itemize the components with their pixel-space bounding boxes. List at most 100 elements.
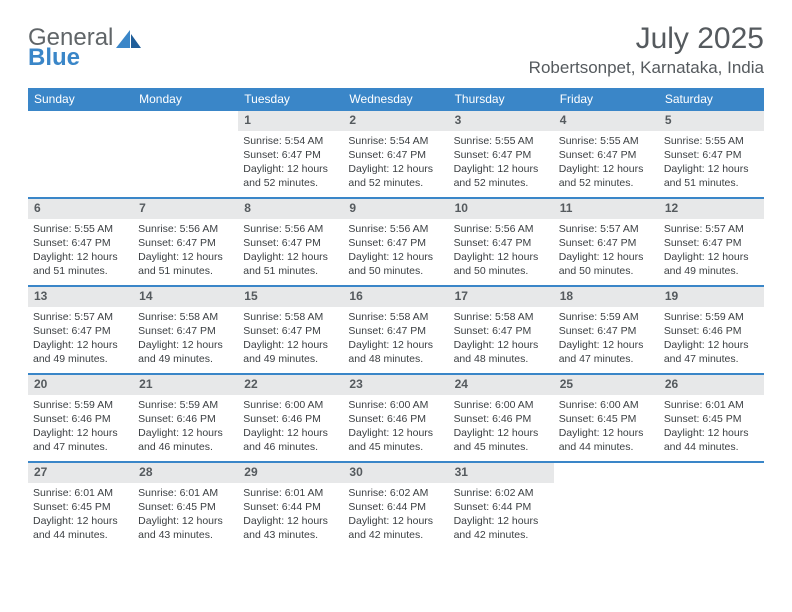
day-cell: 1Sunrise: 5:54 AMSunset: 6:47 PMDaylight… (238, 111, 343, 197)
day-cell: 14Sunrise: 5:58 AMSunset: 6:47 PMDayligh… (133, 287, 238, 373)
day-info: Sunrise: 5:56 AMSunset: 6:47 PMDaylight:… (449, 219, 554, 283)
day-number: 26 (659, 375, 764, 395)
day-info: Sunrise: 6:00 AMSunset: 6:46 PMDaylight:… (343, 395, 448, 459)
sunset-text: Sunset: 6:46 PM (138, 412, 233, 426)
day-cell: 13Sunrise: 5:57 AMSunset: 6:47 PMDayligh… (28, 287, 133, 373)
sunset-text: Sunset: 6:44 PM (454, 500, 549, 514)
sunset-text: Sunset: 6:47 PM (138, 236, 233, 250)
day-info: Sunrise: 6:02 AMSunset: 6:44 PMDaylight:… (449, 483, 554, 547)
location-label: Robertsonpet, Karnataka, India (529, 58, 764, 78)
empty-cell (659, 463, 764, 549)
sunrise-text: Sunrise: 5:59 AM (559, 310, 654, 324)
sunset-text: Sunset: 6:46 PM (33, 412, 128, 426)
day-cell: 11Sunrise: 5:57 AMSunset: 6:47 PMDayligh… (554, 199, 659, 285)
sunrise-text: Sunrise: 5:55 AM (664, 134, 759, 148)
daylight-text: Daylight: 12 hours and 49 minutes. (33, 338, 128, 366)
day-number: 12 (659, 199, 764, 219)
day-info: Sunrise: 5:56 AMSunset: 6:47 PMDaylight:… (238, 219, 343, 283)
sunrise-text: Sunrise: 6:00 AM (559, 398, 654, 412)
day-info: Sunrise: 5:55 AMSunset: 6:47 PMDaylight:… (659, 131, 764, 195)
day-cell: 19Sunrise: 5:59 AMSunset: 6:46 PMDayligh… (659, 287, 764, 373)
week-row: 20Sunrise: 5:59 AMSunset: 6:46 PMDayligh… (28, 375, 764, 463)
sunset-text: Sunset: 6:47 PM (559, 148, 654, 162)
sunset-text: Sunset: 6:47 PM (664, 148, 759, 162)
day-cell: 18Sunrise: 5:59 AMSunset: 6:47 PMDayligh… (554, 287, 659, 373)
dow-monday: Monday (133, 88, 238, 111)
calendar-page: GeneralBlue July 2025 Robertsonpet, Karn… (0, 0, 792, 567)
daylight-text: Daylight: 12 hours and 44 minutes. (559, 426, 654, 454)
day-cell: 6Sunrise: 5:55 AMSunset: 6:47 PMDaylight… (28, 199, 133, 285)
dow-friday: Friday (554, 88, 659, 111)
day-number: 8 (238, 199, 343, 219)
daylight-text: Daylight: 12 hours and 47 minutes. (33, 426, 128, 454)
sunrise-text: Sunrise: 6:02 AM (348, 486, 443, 500)
dow-wednesday: Wednesday (343, 88, 448, 111)
daylight-text: Daylight: 12 hours and 46 minutes. (243, 426, 338, 454)
day-number: 14 (133, 287, 238, 307)
sunrise-text: Sunrise: 5:56 AM (348, 222, 443, 236)
daylight-text: Daylight: 12 hours and 44 minutes. (33, 514, 128, 542)
sunrise-text: Sunrise: 5:56 AM (454, 222, 549, 236)
day-info: Sunrise: 6:00 AMSunset: 6:45 PMDaylight:… (554, 395, 659, 459)
sunset-text: Sunset: 6:47 PM (454, 148, 549, 162)
day-info: Sunrise: 5:58 AMSunset: 6:47 PMDaylight:… (238, 307, 343, 371)
day-number: 6 (28, 199, 133, 219)
daylight-text: Daylight: 12 hours and 43 minutes. (243, 514, 338, 542)
sunset-text: Sunset: 6:47 PM (138, 324, 233, 338)
sunset-text: Sunset: 6:47 PM (454, 324, 549, 338)
daylight-text: Daylight: 12 hours and 52 minutes. (559, 162, 654, 190)
sunset-text: Sunset: 6:47 PM (559, 324, 654, 338)
day-info: Sunrise: 5:57 AMSunset: 6:47 PMDaylight:… (554, 219, 659, 283)
day-cell: 24Sunrise: 6:00 AMSunset: 6:46 PMDayligh… (449, 375, 554, 461)
day-info: Sunrise: 6:01 AMSunset: 6:45 PMDaylight:… (659, 395, 764, 459)
day-number: 5 (659, 111, 764, 131)
daylight-text: Daylight: 12 hours and 49 minutes. (664, 250, 759, 278)
daylight-text: Daylight: 12 hours and 51 minutes. (664, 162, 759, 190)
dow-row: Sunday Monday Tuesday Wednesday Thursday… (28, 88, 764, 111)
sunset-text: Sunset: 6:46 PM (664, 324, 759, 338)
sunrise-text: Sunrise: 5:55 AM (559, 134, 654, 148)
sunset-text: Sunset: 6:45 PM (559, 412, 654, 426)
day-cell: 31Sunrise: 6:02 AMSunset: 6:44 PMDayligh… (449, 463, 554, 549)
day-number: 30 (343, 463, 448, 483)
sunrise-text: Sunrise: 5:58 AM (138, 310, 233, 324)
sunrise-text: Sunrise: 5:58 AM (454, 310, 549, 324)
week-row: 6Sunrise: 5:55 AMSunset: 6:47 PMDaylight… (28, 199, 764, 287)
sunrise-text: Sunrise: 6:00 AM (348, 398, 443, 412)
sunset-text: Sunset: 6:47 PM (243, 324, 338, 338)
day-number: 9 (343, 199, 448, 219)
sunset-text: Sunset: 6:47 PM (664, 236, 759, 250)
daylight-text: Daylight: 12 hours and 52 minutes. (243, 162, 338, 190)
day-info: Sunrise: 5:59 AMSunset: 6:47 PMDaylight:… (554, 307, 659, 371)
empty-cell (554, 463, 659, 549)
daylight-text: Daylight: 12 hours and 51 minutes. (243, 250, 338, 278)
daylight-text: Daylight: 12 hours and 52 minutes. (454, 162, 549, 190)
day-cell: 3Sunrise: 5:55 AMSunset: 6:47 PMDaylight… (449, 111, 554, 197)
day-number: 19 (659, 287, 764, 307)
day-info: Sunrise: 6:02 AMSunset: 6:44 PMDaylight:… (343, 483, 448, 547)
sunrise-text: Sunrise: 5:57 AM (664, 222, 759, 236)
daylight-text: Daylight: 12 hours and 45 minutes. (454, 426, 549, 454)
day-number: 18 (554, 287, 659, 307)
day-cell: 27Sunrise: 6:01 AMSunset: 6:45 PMDayligh… (28, 463, 133, 549)
daylight-text: Daylight: 12 hours and 47 minutes. (664, 338, 759, 366)
day-cell: 9Sunrise: 5:56 AMSunset: 6:47 PMDaylight… (343, 199, 448, 285)
sunrise-text: Sunrise: 5:54 AM (348, 134, 443, 148)
day-info: Sunrise: 5:55 AMSunset: 6:47 PMDaylight:… (449, 131, 554, 195)
day-cell: 7Sunrise: 5:56 AMSunset: 6:47 PMDaylight… (133, 199, 238, 285)
sunrise-text: Sunrise: 6:00 AM (243, 398, 338, 412)
daylight-text: Daylight: 12 hours and 48 minutes. (348, 338, 443, 366)
day-cell: 4Sunrise: 5:55 AMSunset: 6:47 PMDaylight… (554, 111, 659, 197)
day-info: Sunrise: 5:59 AMSunset: 6:46 PMDaylight:… (28, 395, 133, 459)
day-cell: 10Sunrise: 5:56 AMSunset: 6:47 PMDayligh… (449, 199, 554, 285)
day-number: 29 (238, 463, 343, 483)
day-cell: 20Sunrise: 5:59 AMSunset: 6:46 PMDayligh… (28, 375, 133, 461)
day-number: 23 (343, 375, 448, 395)
week-row: 27Sunrise: 6:01 AMSunset: 6:45 PMDayligh… (28, 463, 764, 549)
sunset-text: Sunset: 6:46 PM (243, 412, 338, 426)
day-number: 11 (554, 199, 659, 219)
day-info: Sunrise: 6:01 AMSunset: 6:45 PMDaylight:… (133, 483, 238, 547)
sunset-text: Sunset: 6:44 PM (348, 500, 443, 514)
empty-cell (133, 111, 238, 197)
calendar-grid: Sunday Monday Tuesday Wednesday Thursday… (28, 88, 764, 549)
